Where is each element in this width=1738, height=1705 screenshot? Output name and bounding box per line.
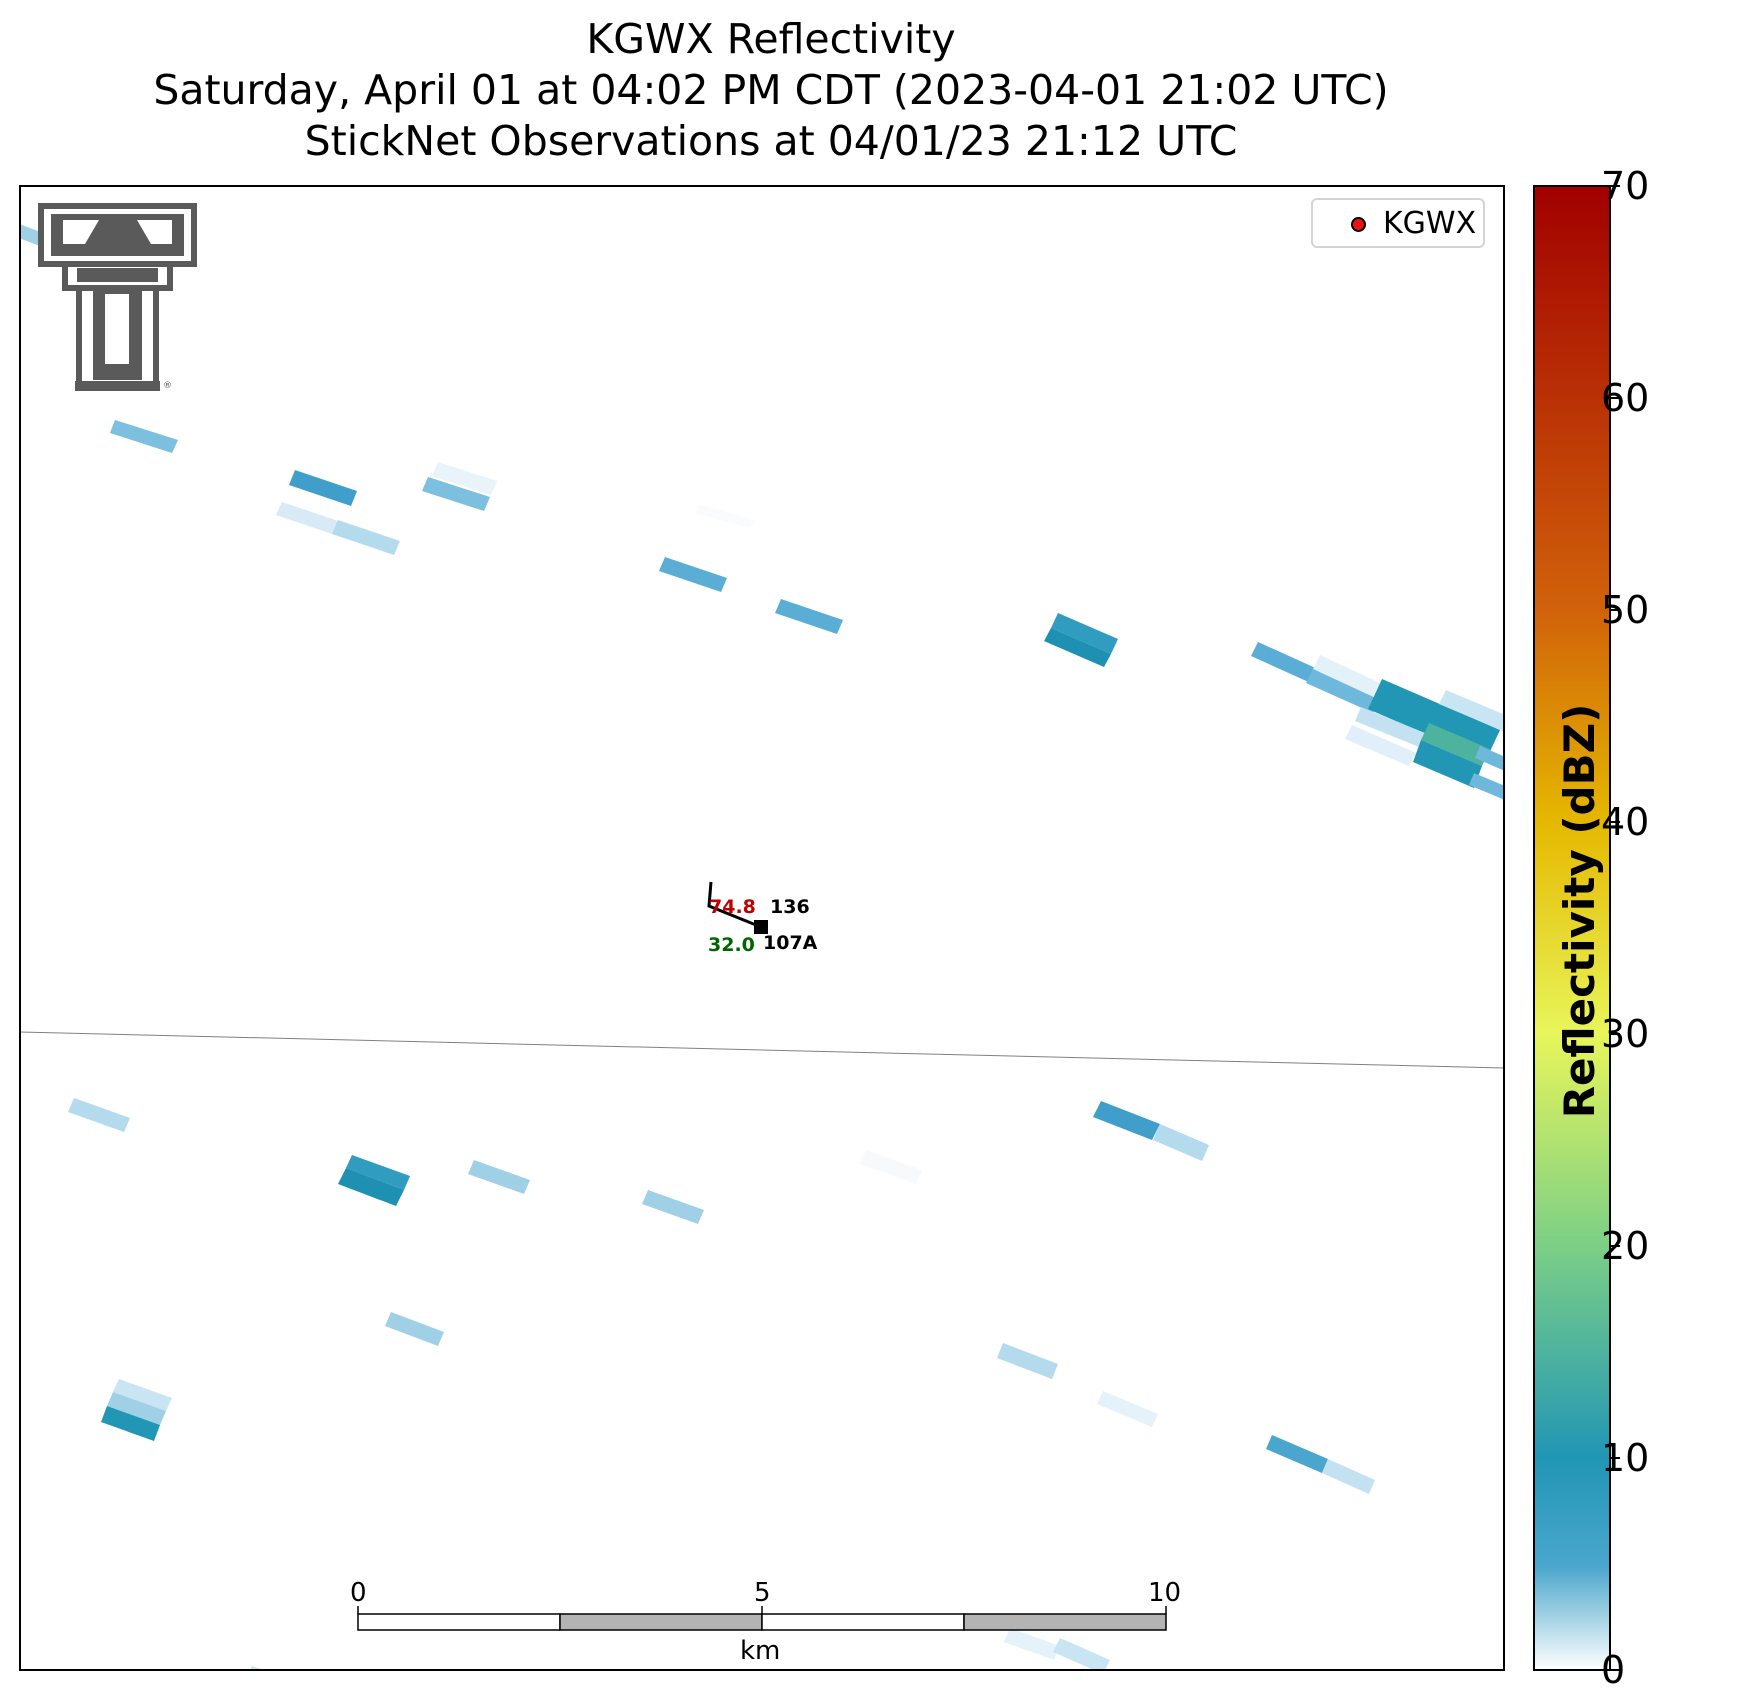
county-line <box>20 1031 1504 1069</box>
colorbar-tick-label: 0 <box>1601 1648 1626 1692</box>
station-id: 107A <box>763 932 818 954</box>
colorbar-tick-label: 20 <box>1601 1224 1650 1268</box>
legend-label: KGWX <box>1383 206 1477 241</box>
colorbar-tick-label: 50 <box>1601 588 1650 632</box>
colorbar-ticks <box>1610 185 1620 1671</box>
colorbar-title: Reflectivity (dBZ) <box>1555 703 1604 1119</box>
title-line-1: KGWX Reflectivity <box>586 15 956 63</box>
station-dewpoint: 32.0 <box>708 934 755 956</box>
logo-double-t: ® <box>38 203 197 391</box>
logo-registered-mark: ® <box>163 381 172 391</box>
reflectivity-layer: ® <box>20 203 1504 1670</box>
scale-bar <box>357 1606 1167 1631</box>
reflectivity-gates <box>20 224 1504 1670</box>
scale-label-0: 0 <box>350 1578 367 1608</box>
station-pressure: 136 <box>770 896 810 918</box>
map-legend: KGWX <box>1311 198 1485 248</box>
title-line-2: Saturday, April 01 at 04:02 PM CDT (2023… <box>153 66 1389 114</box>
colorbar-tick-label: 60 <box>1601 376 1650 420</box>
radar-site-marker <box>1351 217 1366 232</box>
scale-label-10: 10 <box>1148 1578 1182 1608</box>
wind-barb-107A <box>707 881 768 934</box>
colorbar-gradient <box>1533 185 1611 1671</box>
colorbar-tick-label: 40 <box>1601 800 1650 844</box>
scale-label-5: 5 <box>754 1578 771 1608</box>
map-frame <box>19 185 1505 1671</box>
figure-title: KGWX Reflectivity Saturday, April 01 at … <box>0 14 1542 167</box>
station-temperature: 74.8 <box>709 896 756 918</box>
title-line-3: StickNet Observations at 04/01/23 21:12 … <box>304 117 1238 165</box>
colorbar-tick-label: 10 <box>1601 1436 1650 1480</box>
colorbar <box>1533 185 1620 1671</box>
colorbar-tick-label: 30 <box>1601 1012 1650 1056</box>
scale-unit: km <box>740 1636 781 1666</box>
colorbar-tick-label: 70 <box>1601 164 1650 208</box>
